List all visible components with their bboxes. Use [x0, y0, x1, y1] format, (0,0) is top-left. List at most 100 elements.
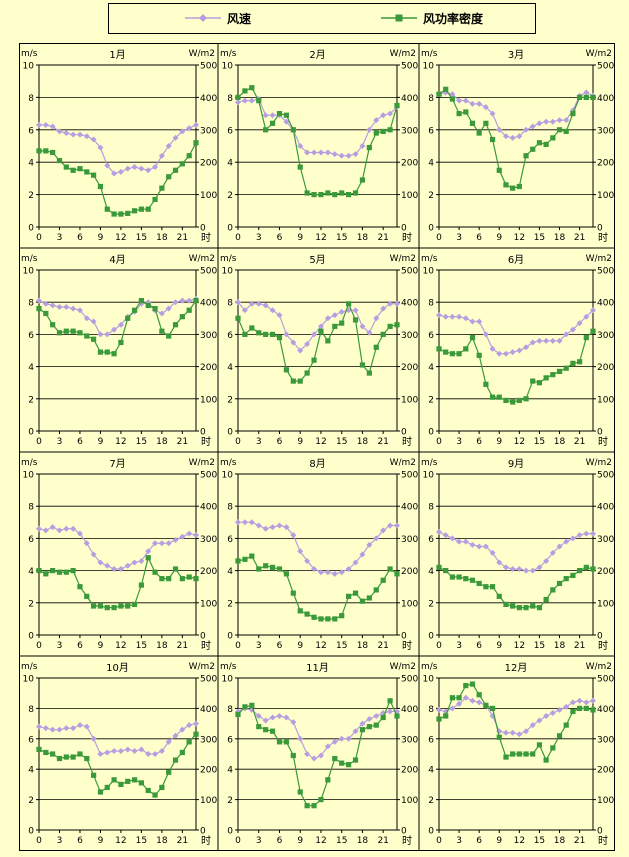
- x-tick-label: 6: [476, 437, 482, 447]
- y-tick-label: 0: [28, 632, 34, 642]
- y2-tick-label: 200: [200, 567, 217, 577]
- data-point: [311, 614, 317, 620]
- data-point: [90, 136, 97, 143]
- data-point: [469, 577, 476, 583]
- x-tick-label: 15: [136, 437, 147, 447]
- x-axis-unit: 时: [201, 835, 211, 847]
- data-point: [359, 551, 366, 558]
- data-point: [104, 749, 111, 756]
- data-point: [523, 567, 530, 574]
- data-point: [338, 152, 345, 159]
- right-axis-unit: W/m2: [189, 49, 215, 59]
- x-tick-label: 3: [256, 233, 262, 243]
- diamond-marker-icon: [185, 14, 221, 22]
- data-point: [165, 738, 172, 745]
- data-point: [317, 752, 324, 759]
- data-point: [36, 297, 42, 304]
- x-tick-label: 15: [534, 233, 545, 243]
- left-axis-unit: m/s: [220, 49, 237, 59]
- data-point: [387, 300, 394, 307]
- right-axis-unit: W/m2: [189, 254, 215, 264]
- data-point: [262, 525, 269, 532]
- x-tick-label: 6: [277, 437, 283, 447]
- data-point: [269, 307, 276, 314]
- x-tick-label: 3: [57, 437, 63, 447]
- data-point: [359, 177, 366, 183]
- data-point: [449, 351, 455, 357]
- data-point: [241, 519, 248, 526]
- legend-label: 风功率密度: [423, 12, 484, 26]
- x-tick-label: 9: [98, 836, 104, 846]
- y-tick-label: 8: [428, 94, 434, 104]
- x-tick-label: 12: [115, 233, 126, 243]
- data-point: [242, 331, 248, 337]
- y2-tick-label: 0: [401, 428, 407, 438]
- data-point: [359, 323, 366, 330]
- series-line: [438, 683, 594, 762]
- data-point: [186, 739, 192, 745]
- data-point: [577, 705, 583, 711]
- data-point: [50, 751, 56, 757]
- data-point: [366, 126, 373, 133]
- y-tick-label: 4: [28, 567, 34, 577]
- y2-tick-label: 500: [597, 62, 614, 72]
- data-point: [311, 357, 317, 363]
- data-point: [262, 112, 269, 119]
- y2-tick-label: 400: [401, 94, 418, 104]
- data-point: [111, 211, 117, 217]
- data-point: [373, 535, 380, 542]
- series-line: [438, 91, 594, 139]
- data-point: [366, 329, 373, 336]
- data-point: [283, 118, 290, 125]
- left-axis-unit: m/s: [220, 458, 237, 468]
- data-point: [569, 326, 576, 333]
- y-tick-label: 10: [423, 62, 435, 72]
- data-point: [179, 533, 186, 540]
- y2-tick-label: 300: [200, 331, 217, 341]
- x-axis-unit: 时: [402, 640, 412, 652]
- right-axis-unit: W/m2: [586, 662, 612, 672]
- data-point: [297, 164, 303, 170]
- x-tick-label: 6: [77, 641, 83, 651]
- data-point: [158, 747, 165, 754]
- y-tick-label: 6: [28, 126, 34, 136]
- data-point: [324, 743, 331, 750]
- data-point: [443, 568, 449, 574]
- data-point: [503, 754, 509, 760]
- x-tick-label: 6: [77, 233, 83, 243]
- y-tick-label: 6: [428, 126, 434, 136]
- x-tick-label: 21: [177, 641, 188, 651]
- x-tick-label: 0: [235, 233, 241, 243]
- data-point: [394, 102, 400, 109]
- data-point: [104, 605, 110, 611]
- data-point: [97, 349, 104, 355]
- plot-area: [38, 64, 197, 228]
- y2-tick-label: 100: [200, 395, 217, 405]
- y2-tick-label: 100: [200, 796, 217, 806]
- data-point: [332, 323, 338, 329]
- data-point: [549, 118, 556, 125]
- data-point: [255, 300, 262, 307]
- y-tick-label: 10: [222, 471, 234, 481]
- plot-area: [237, 64, 398, 228]
- data-point: [256, 98, 262, 104]
- data-point: [76, 530, 83, 537]
- data-point: [235, 99, 241, 106]
- data-point: [131, 307, 138, 313]
- y2-tick-label: 400: [597, 503, 614, 513]
- data-point: [125, 778, 131, 784]
- data-point: [70, 525, 77, 532]
- x-tick-label: 9: [297, 641, 303, 651]
- y-tick-label: 2: [227, 796, 233, 806]
- y-tick-label: 4: [428, 766, 434, 776]
- data-point: [346, 593, 352, 599]
- data-point: [42, 300, 49, 307]
- data-point: [543, 713, 550, 719]
- data-point: [556, 580, 563, 587]
- left-axis-unit: m/s: [220, 254, 237, 264]
- data-point: [436, 564, 442, 570]
- x-tick-label: 9: [297, 233, 303, 243]
- y-tick-label: 0: [28, 428, 34, 438]
- y2-tick-label: 500: [200, 267, 217, 277]
- y-tick-label: 10: [423, 471, 435, 481]
